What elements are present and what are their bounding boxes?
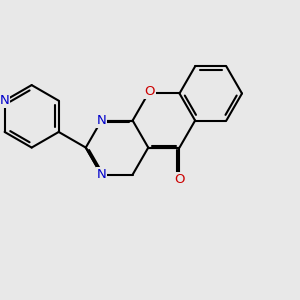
Text: N: N xyxy=(0,94,10,107)
Text: O: O xyxy=(174,173,185,186)
Text: N: N xyxy=(97,168,106,181)
Text: N: N xyxy=(97,114,106,127)
Text: O: O xyxy=(145,85,155,98)
